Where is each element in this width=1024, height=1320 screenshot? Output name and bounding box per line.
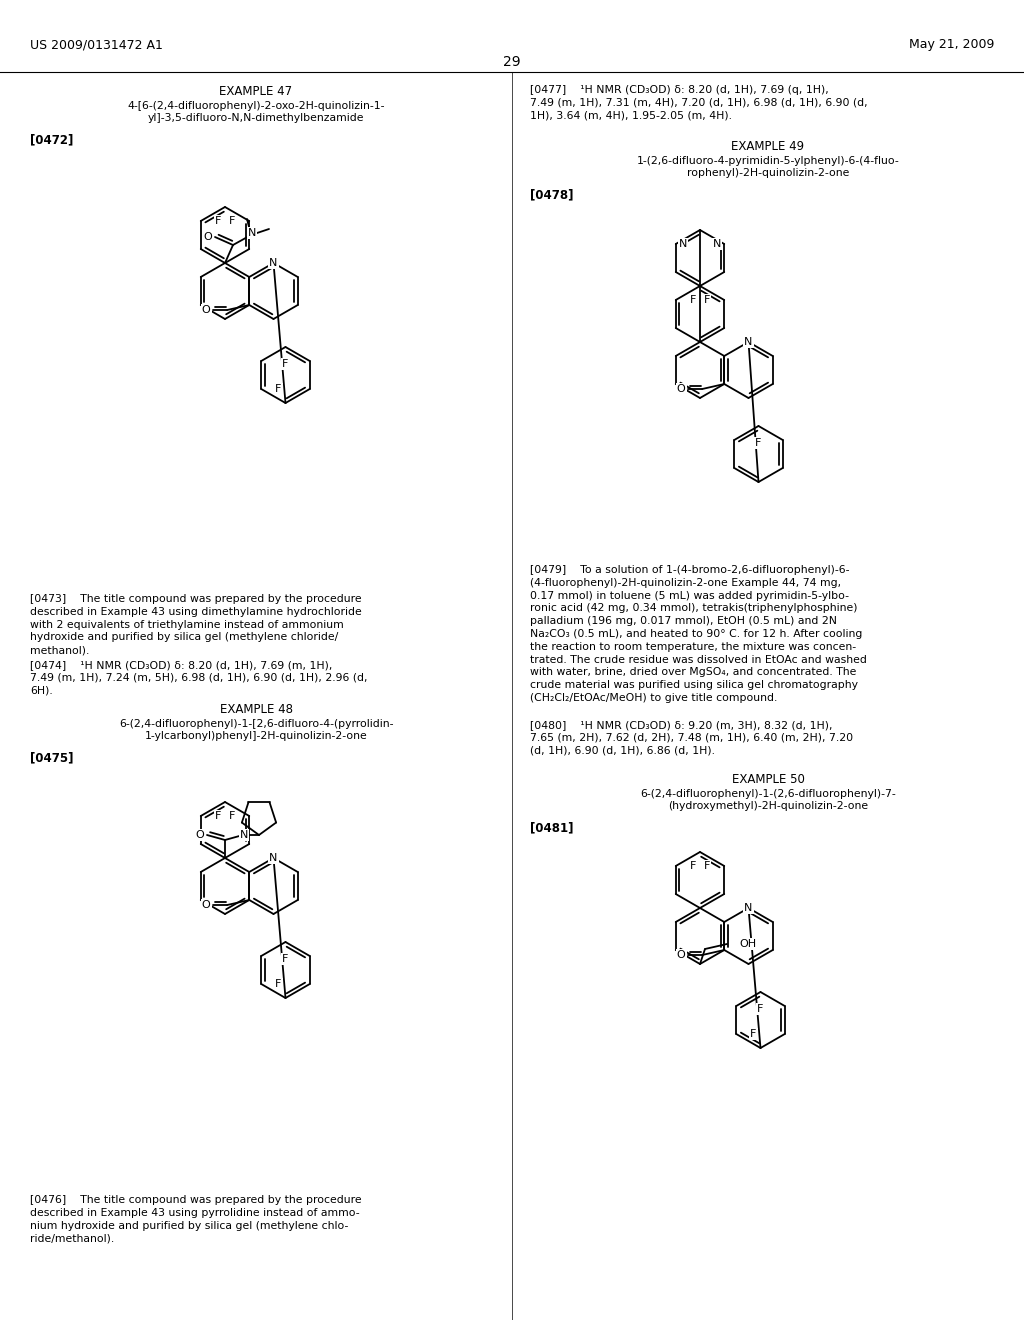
Text: O: O	[204, 232, 212, 242]
Text: 1-(2,6-difluoro-4-pyrimidin-5-ylphenyl)-6-(4-fluo-
rophenyl)-2H-quinolizin-2-one: 1-(2,6-difluoro-4-pyrimidin-5-ylphenyl)-…	[637, 156, 899, 178]
Text: F: F	[229, 810, 236, 821]
Text: O: O	[202, 900, 211, 909]
Text: N: N	[248, 228, 256, 238]
Text: [0481]: [0481]	[530, 821, 573, 834]
Text: [0477]    ¹H NMR (CD₃OD) δ: 8.20 (d, 1H), 7.69 (q, 1H),
7.49 (m, 1H), 7.31 (m, 4: [0477] ¹H NMR (CD₃OD) δ: 8.20 (d, 1H), 7…	[530, 84, 867, 120]
Text: F: F	[756, 438, 762, 447]
Text: N: N	[679, 239, 687, 249]
Text: [0473]    The title compound was prepared by the procedure
described in Example : [0473] The title compound was prepared b…	[30, 594, 361, 655]
Text: EXAMPLE 49: EXAMPLE 49	[731, 140, 805, 153]
Text: F: F	[215, 810, 221, 821]
Text: F: F	[229, 216, 236, 226]
Text: F: F	[690, 294, 696, 305]
Text: N: N	[269, 853, 278, 863]
Text: [0480]    ¹H NMR (CD₃OD) δ: 9.20 (m, 3H), 8.32 (d, 1H),
7.65 (m, 2H), 7.62 (d, 2: [0480] ¹H NMR (CD₃OD) δ: 9.20 (m, 3H), 8…	[530, 719, 853, 755]
Text: N: N	[269, 257, 278, 268]
Text: N: N	[744, 337, 753, 347]
Text: [0475]: [0475]	[30, 751, 74, 764]
Text: F: F	[690, 861, 696, 871]
Text: [0479]    To a solution of 1-(4-bromo-2,6-difluorophenyl)-6-
(4-fluorophenyl)-2H: [0479] To a solution of 1-(4-bromo-2,6-d…	[530, 565, 867, 704]
Text: F: F	[283, 359, 289, 370]
Text: N: N	[240, 830, 248, 840]
Text: F: F	[215, 216, 221, 226]
Text: EXAMPLE 47: EXAMPLE 47	[219, 84, 293, 98]
Text: F: F	[275, 979, 282, 989]
Text: EXAMPLE 48: EXAMPLE 48	[219, 704, 293, 715]
Text: [0472]: [0472]	[30, 133, 74, 147]
Text: O: O	[202, 305, 211, 315]
Text: O: O	[196, 830, 205, 840]
Text: O: O	[677, 384, 686, 393]
Text: [0474]    ¹H NMR (CD₃OD) δ: 8.20 (d, 1H), 7.69 (m, 1H),
7.49 (m, 1H), 7.24 (m, 5: [0474] ¹H NMR (CD₃OD) δ: 8.20 (d, 1H), 7…	[30, 660, 368, 696]
Text: [0476]    The title compound was prepared by the procedure
described in Example : [0476] The title compound was prepared b…	[30, 1195, 361, 1243]
Text: F: F	[703, 861, 711, 871]
Text: N: N	[744, 903, 753, 913]
Text: EXAMPLE 50: EXAMPLE 50	[731, 774, 805, 785]
Text: O: O	[677, 950, 686, 960]
Text: F: F	[758, 1005, 764, 1014]
Text: 6-(2,4-difluorophenyl)-1-[2,6-difluoro-4-(pyrrolidin-
1-ylcarbonyl)phenyl]-2H-qu: 6-(2,4-difluorophenyl)-1-[2,6-difluoro-4…	[119, 719, 393, 742]
Text: May 21, 2009: May 21, 2009	[908, 38, 994, 51]
Text: N: N	[713, 239, 721, 249]
Text: [0478]: [0478]	[530, 187, 573, 201]
Text: F: F	[275, 384, 282, 393]
Text: 6-(2,4-difluorophenyl)-1-(2,6-difluorophenyl)-7-
(hydroxymethyl)-2H-quinolizin-2: 6-(2,4-difluorophenyl)-1-(2,6-difluoroph…	[640, 789, 896, 812]
Text: F: F	[283, 954, 289, 964]
Text: OH: OH	[739, 939, 756, 949]
Text: 29: 29	[503, 55, 521, 69]
Text: 4-[6-(2,4-difluorophenyl)-2-oxo-2H-quinolizin-1-
yl]-3,5-difluoro-N,N-dimethylbe: 4-[6-(2,4-difluorophenyl)-2-oxo-2H-quino…	[127, 102, 385, 123]
Text: F: F	[703, 294, 711, 305]
Text: F: F	[751, 1030, 757, 1039]
Text: US 2009/0131472 A1: US 2009/0131472 A1	[30, 38, 163, 51]
